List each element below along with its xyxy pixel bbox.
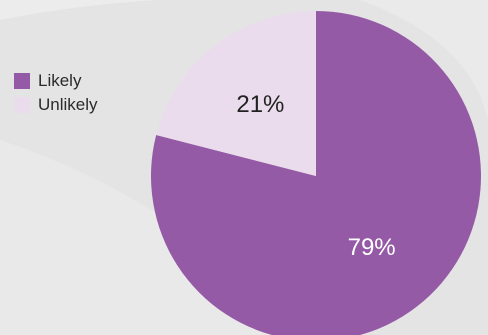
- legend-swatch-likely: [14, 73, 30, 89]
- legend-item-unlikely: Unlikely: [14, 94, 98, 116]
- legend-label-unlikely: Unlikely: [38, 95, 98, 114]
- slice-label-likely: 79%: [348, 234, 396, 261]
- pie-slice-likely: [151, 11, 481, 335]
- pie-slice-unlikely: [156, 11, 316, 176]
- legend-item-likely: Likely: [14, 70, 98, 92]
- slice-label-unlikely: 21%: [236, 91, 284, 118]
- legend: Likely Unlikely: [14, 70, 98, 118]
- legend-label-likely: Likely: [38, 71, 82, 90]
- legend-swatch-unlikely: [14, 97, 30, 113]
